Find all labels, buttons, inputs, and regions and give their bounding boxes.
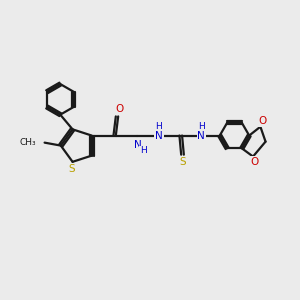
Text: N: N	[134, 140, 142, 150]
Text: O: O	[115, 104, 124, 114]
Text: N: N	[155, 130, 163, 140]
Text: H: H	[140, 146, 147, 155]
Text: O: O	[258, 116, 266, 126]
Text: CH₃: CH₃	[19, 137, 36, 146]
Text: O: O	[251, 157, 259, 167]
Text: S: S	[180, 157, 186, 167]
Text: H: H	[155, 122, 162, 130]
Text: S: S	[69, 164, 75, 174]
Text: H: H	[198, 122, 205, 130]
Text: N: N	[197, 130, 205, 140]
